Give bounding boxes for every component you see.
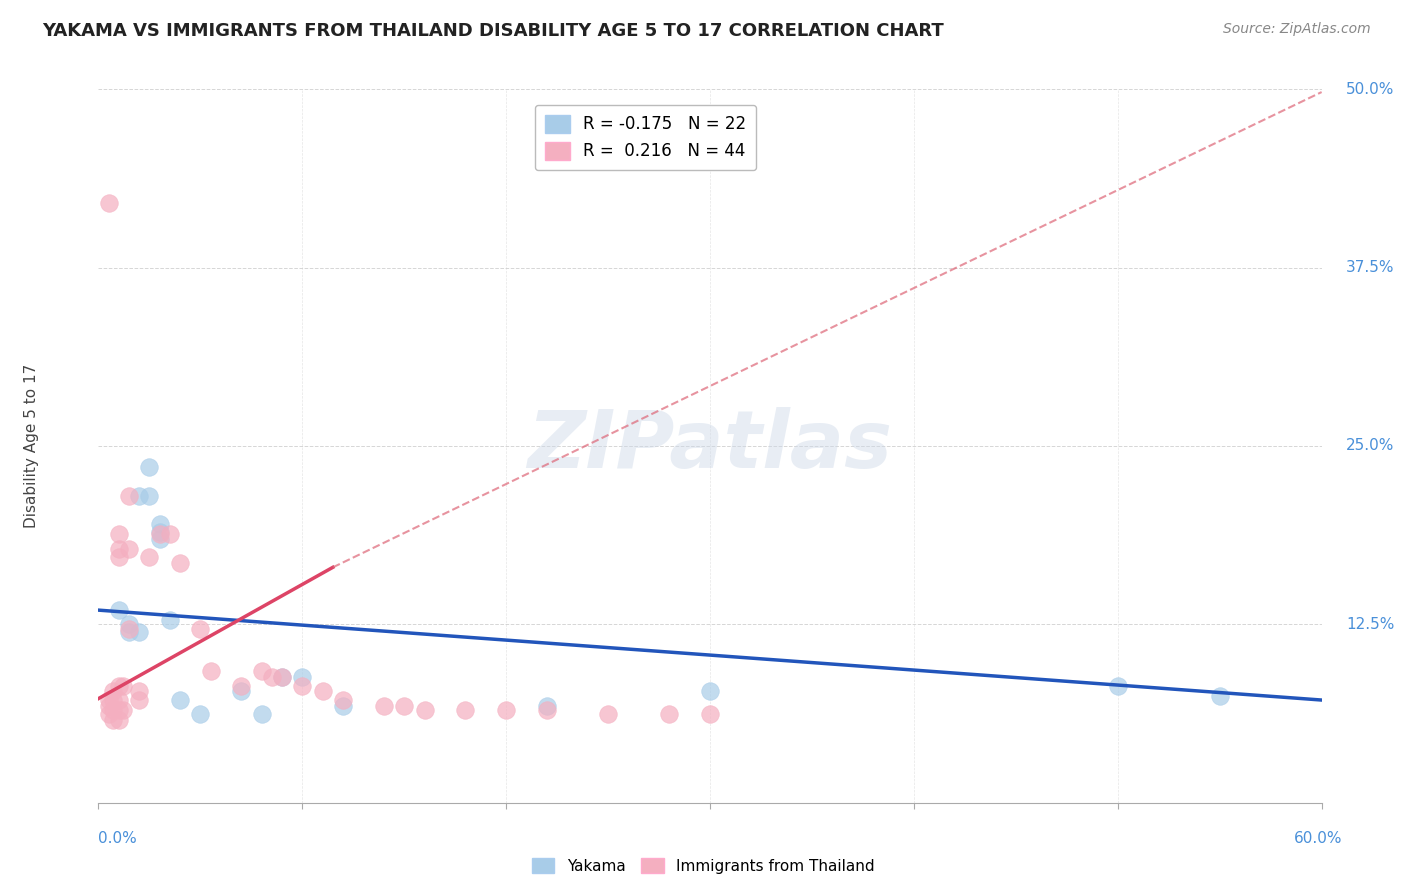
Point xyxy=(101,703,124,717)
Point xyxy=(291,679,314,693)
Point xyxy=(658,707,681,722)
Point xyxy=(169,556,191,570)
Point xyxy=(108,703,131,717)
Point xyxy=(312,684,335,698)
Point xyxy=(97,196,120,211)
Point xyxy=(118,624,141,639)
Point xyxy=(138,550,160,565)
Point xyxy=(149,524,172,539)
Point xyxy=(231,679,253,693)
Point xyxy=(118,622,141,636)
Point xyxy=(149,527,172,541)
Point xyxy=(108,550,131,565)
Point xyxy=(332,693,354,707)
Text: ZIPatlas: ZIPatlas xyxy=(527,407,893,485)
Text: 0.0%: 0.0% xyxy=(98,831,138,846)
Text: 50.0%: 50.0% xyxy=(1346,82,1395,96)
Point xyxy=(97,698,120,713)
Point xyxy=(188,622,212,636)
Point xyxy=(1107,679,1129,693)
Point xyxy=(149,517,172,532)
Point xyxy=(108,603,131,617)
Point xyxy=(495,703,517,717)
Point xyxy=(108,527,131,541)
Point xyxy=(332,698,354,713)
Text: 12.5%: 12.5% xyxy=(1346,617,1395,632)
Point xyxy=(101,693,124,707)
Point xyxy=(118,617,141,632)
Point xyxy=(373,698,395,713)
Point xyxy=(138,460,160,475)
Legend: R = -0.175   N = 22, R =  0.216   N = 44: R = -0.175 N = 22, R = 0.216 N = 44 xyxy=(534,104,756,170)
Point xyxy=(138,489,160,503)
Point xyxy=(392,698,416,713)
Point xyxy=(111,703,134,717)
Legend: Yakama, Immigrants from Thailand: Yakama, Immigrants from Thailand xyxy=(526,852,880,880)
Point xyxy=(270,670,294,684)
Point xyxy=(413,703,436,717)
Point xyxy=(97,693,120,707)
Text: Disability Age 5 to 17: Disability Age 5 to 17 xyxy=(24,364,38,528)
Text: 60.0%: 60.0% xyxy=(1295,831,1343,846)
Point xyxy=(101,684,124,698)
Point xyxy=(111,679,134,693)
Point xyxy=(200,665,222,679)
Point xyxy=(454,703,477,717)
Text: YAKAMA VS IMMIGRANTS FROM THAILAND DISABILITY AGE 5 TO 17 CORRELATION CHART: YAKAMA VS IMMIGRANTS FROM THAILAND DISAB… xyxy=(42,22,943,40)
Point xyxy=(699,684,721,698)
Point xyxy=(108,679,131,693)
Point xyxy=(149,532,172,546)
Point xyxy=(128,693,150,707)
Point xyxy=(250,707,273,722)
Point xyxy=(128,624,150,639)
Point xyxy=(101,713,124,727)
Point xyxy=(699,707,721,722)
Point xyxy=(118,541,141,556)
Point xyxy=(128,684,150,698)
Text: 25.0%: 25.0% xyxy=(1346,439,1395,453)
Point xyxy=(536,703,558,717)
Point xyxy=(250,665,273,679)
Point xyxy=(108,541,131,556)
Point xyxy=(598,707,620,722)
Point xyxy=(231,684,253,698)
Point xyxy=(108,693,131,707)
Point xyxy=(1209,689,1232,703)
Point xyxy=(159,613,181,627)
Point xyxy=(128,489,150,503)
Point xyxy=(97,707,120,722)
Text: 37.5%: 37.5% xyxy=(1346,260,1395,275)
Point xyxy=(270,670,294,684)
Point xyxy=(169,693,191,707)
Point xyxy=(291,670,314,684)
Point xyxy=(536,698,558,713)
Point xyxy=(260,670,283,684)
Point xyxy=(118,489,141,503)
Text: Source: ZipAtlas.com: Source: ZipAtlas.com xyxy=(1223,22,1371,37)
Point xyxy=(159,527,181,541)
Point xyxy=(188,707,212,722)
Point xyxy=(108,713,131,727)
